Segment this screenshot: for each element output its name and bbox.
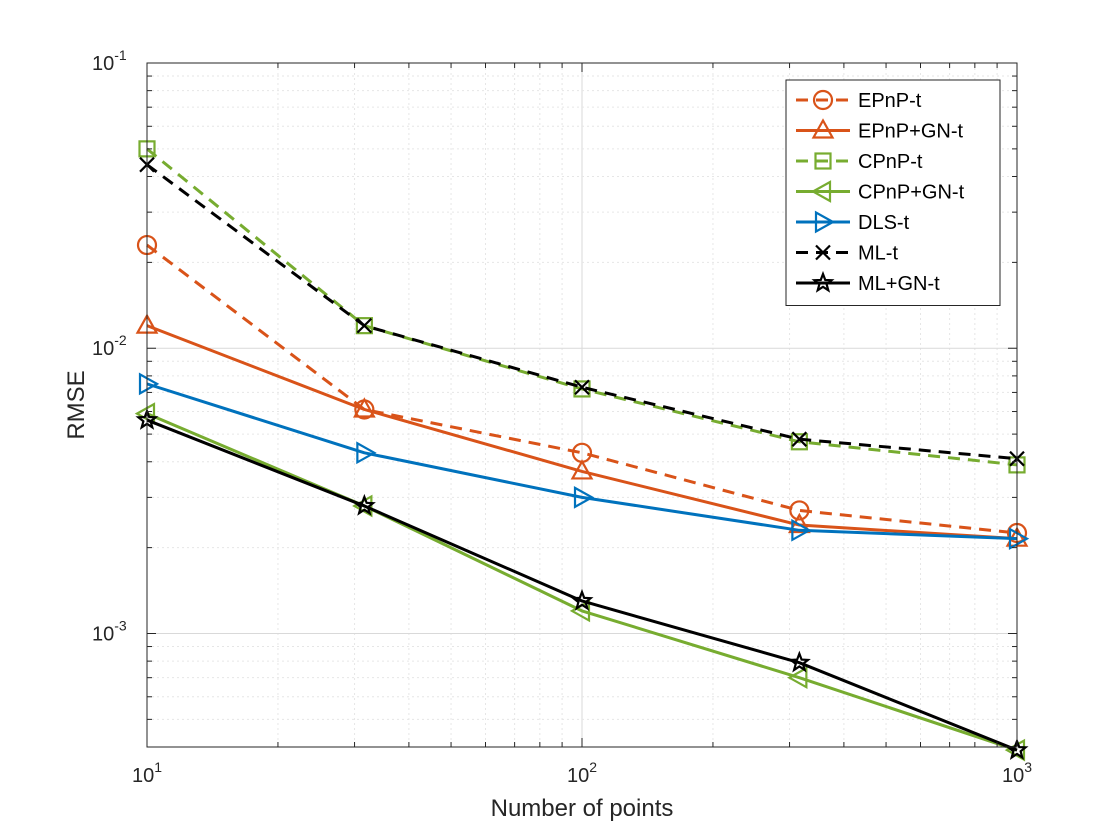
data-point-dls-t [138,372,160,396]
legend-label: ML-t [858,243,898,265]
y-axis-label: RMSE [63,370,90,439]
axis-ticks [146,62,1018,748]
legend-marker [811,270,835,293]
x-axis-label: Number of points [491,795,674,822]
data-point-cpnp-gn-t [134,402,156,425]
legend-entry-dls-t: DLS-t [796,210,910,234]
legend-entry-epnp-gn-t: EPnP+GN-t [796,118,963,143]
legend-label: DLS-t [858,212,910,234]
x-tick-label: 102 [567,759,597,787]
legend-marker [812,89,834,111]
data-point-ml-t [791,431,808,447]
series-line-dls-t [146,382,1018,541]
legend-label: ML+GN-t [858,273,940,295]
data-point-dls-t [791,518,812,542]
x-tick-labels: 101 102 103 [132,759,1032,787]
legend-entry-ml-gn-t: ML+GN-t [796,270,940,295]
legend-entry-epnp-t: EPnP-t [796,89,922,112]
data-point-ml-t [356,317,373,334]
grid [146,62,1018,748]
legend-label: CPnP-t [858,151,923,173]
legend-marker [810,180,832,203]
series-dls-t [138,372,1030,551]
y-tick-labels: 10-3 10-2 10-1 [92,47,127,645]
data-point-epnp-gn-t [352,397,376,418]
legend-entry-ml-t: ML-t [796,243,898,265]
data-point-ml-gn-t [352,493,376,516]
series-line-epnp-gn-t [146,324,1018,541]
series-line-ml-t [146,163,1018,461]
series-line-ml-gn-t [146,418,1018,752]
y-tick-label: 10-1 [92,47,127,75]
legend-marker [814,210,836,234]
data-point-dls-t [1008,527,1030,551]
data-point-epnp-gn-t [787,512,811,534]
series-line-epnp-t [146,243,1018,535]
y-tick-label: 10-2 [92,332,127,360]
legend: EPnP-t EPnP+GN-t CPnP-t CPnP+GN-t DLS-t ML-t M… [785,79,1001,306]
series-line-cpnp-t [146,147,1018,467]
legend-marker [814,152,832,170]
x-tick-label: 101 [132,759,162,787]
legend-entry-cpnp-gn-t: CPnP+GN-t [796,180,965,204]
data-point-dls-t [573,486,595,509]
series-epnp-gn-t [135,313,1029,547]
legend-entry-cpnp-t: CPnP-t [796,151,923,173]
legend-marker [815,244,831,261]
legend-label: CPnP+GN-t [858,182,965,204]
series-layer [134,140,1030,762]
y-tick-label: 10-3 [92,617,127,645]
data-point-ml-gn-t [570,588,594,611]
data-point-epnp-gn-t [570,459,594,480]
data-point-dls-t [356,441,377,465]
data-point-ml-gn-t [787,650,811,673]
data-point-ml-t [574,379,590,396]
legend-marker [811,118,835,139]
legend-label: EPnP+GN-t [858,121,963,143]
series-line-cpnp-gn-t [146,412,1018,752]
data-point-cpnp-gn-t [787,666,808,690]
legend-label: EPnP-t [858,90,922,112]
data-point-cpnp-t [355,317,373,335]
x-tick-label: 103 [1002,759,1032,787]
data-point-cpnp-t [790,433,808,451]
data-point-epnp-t [789,500,810,521]
